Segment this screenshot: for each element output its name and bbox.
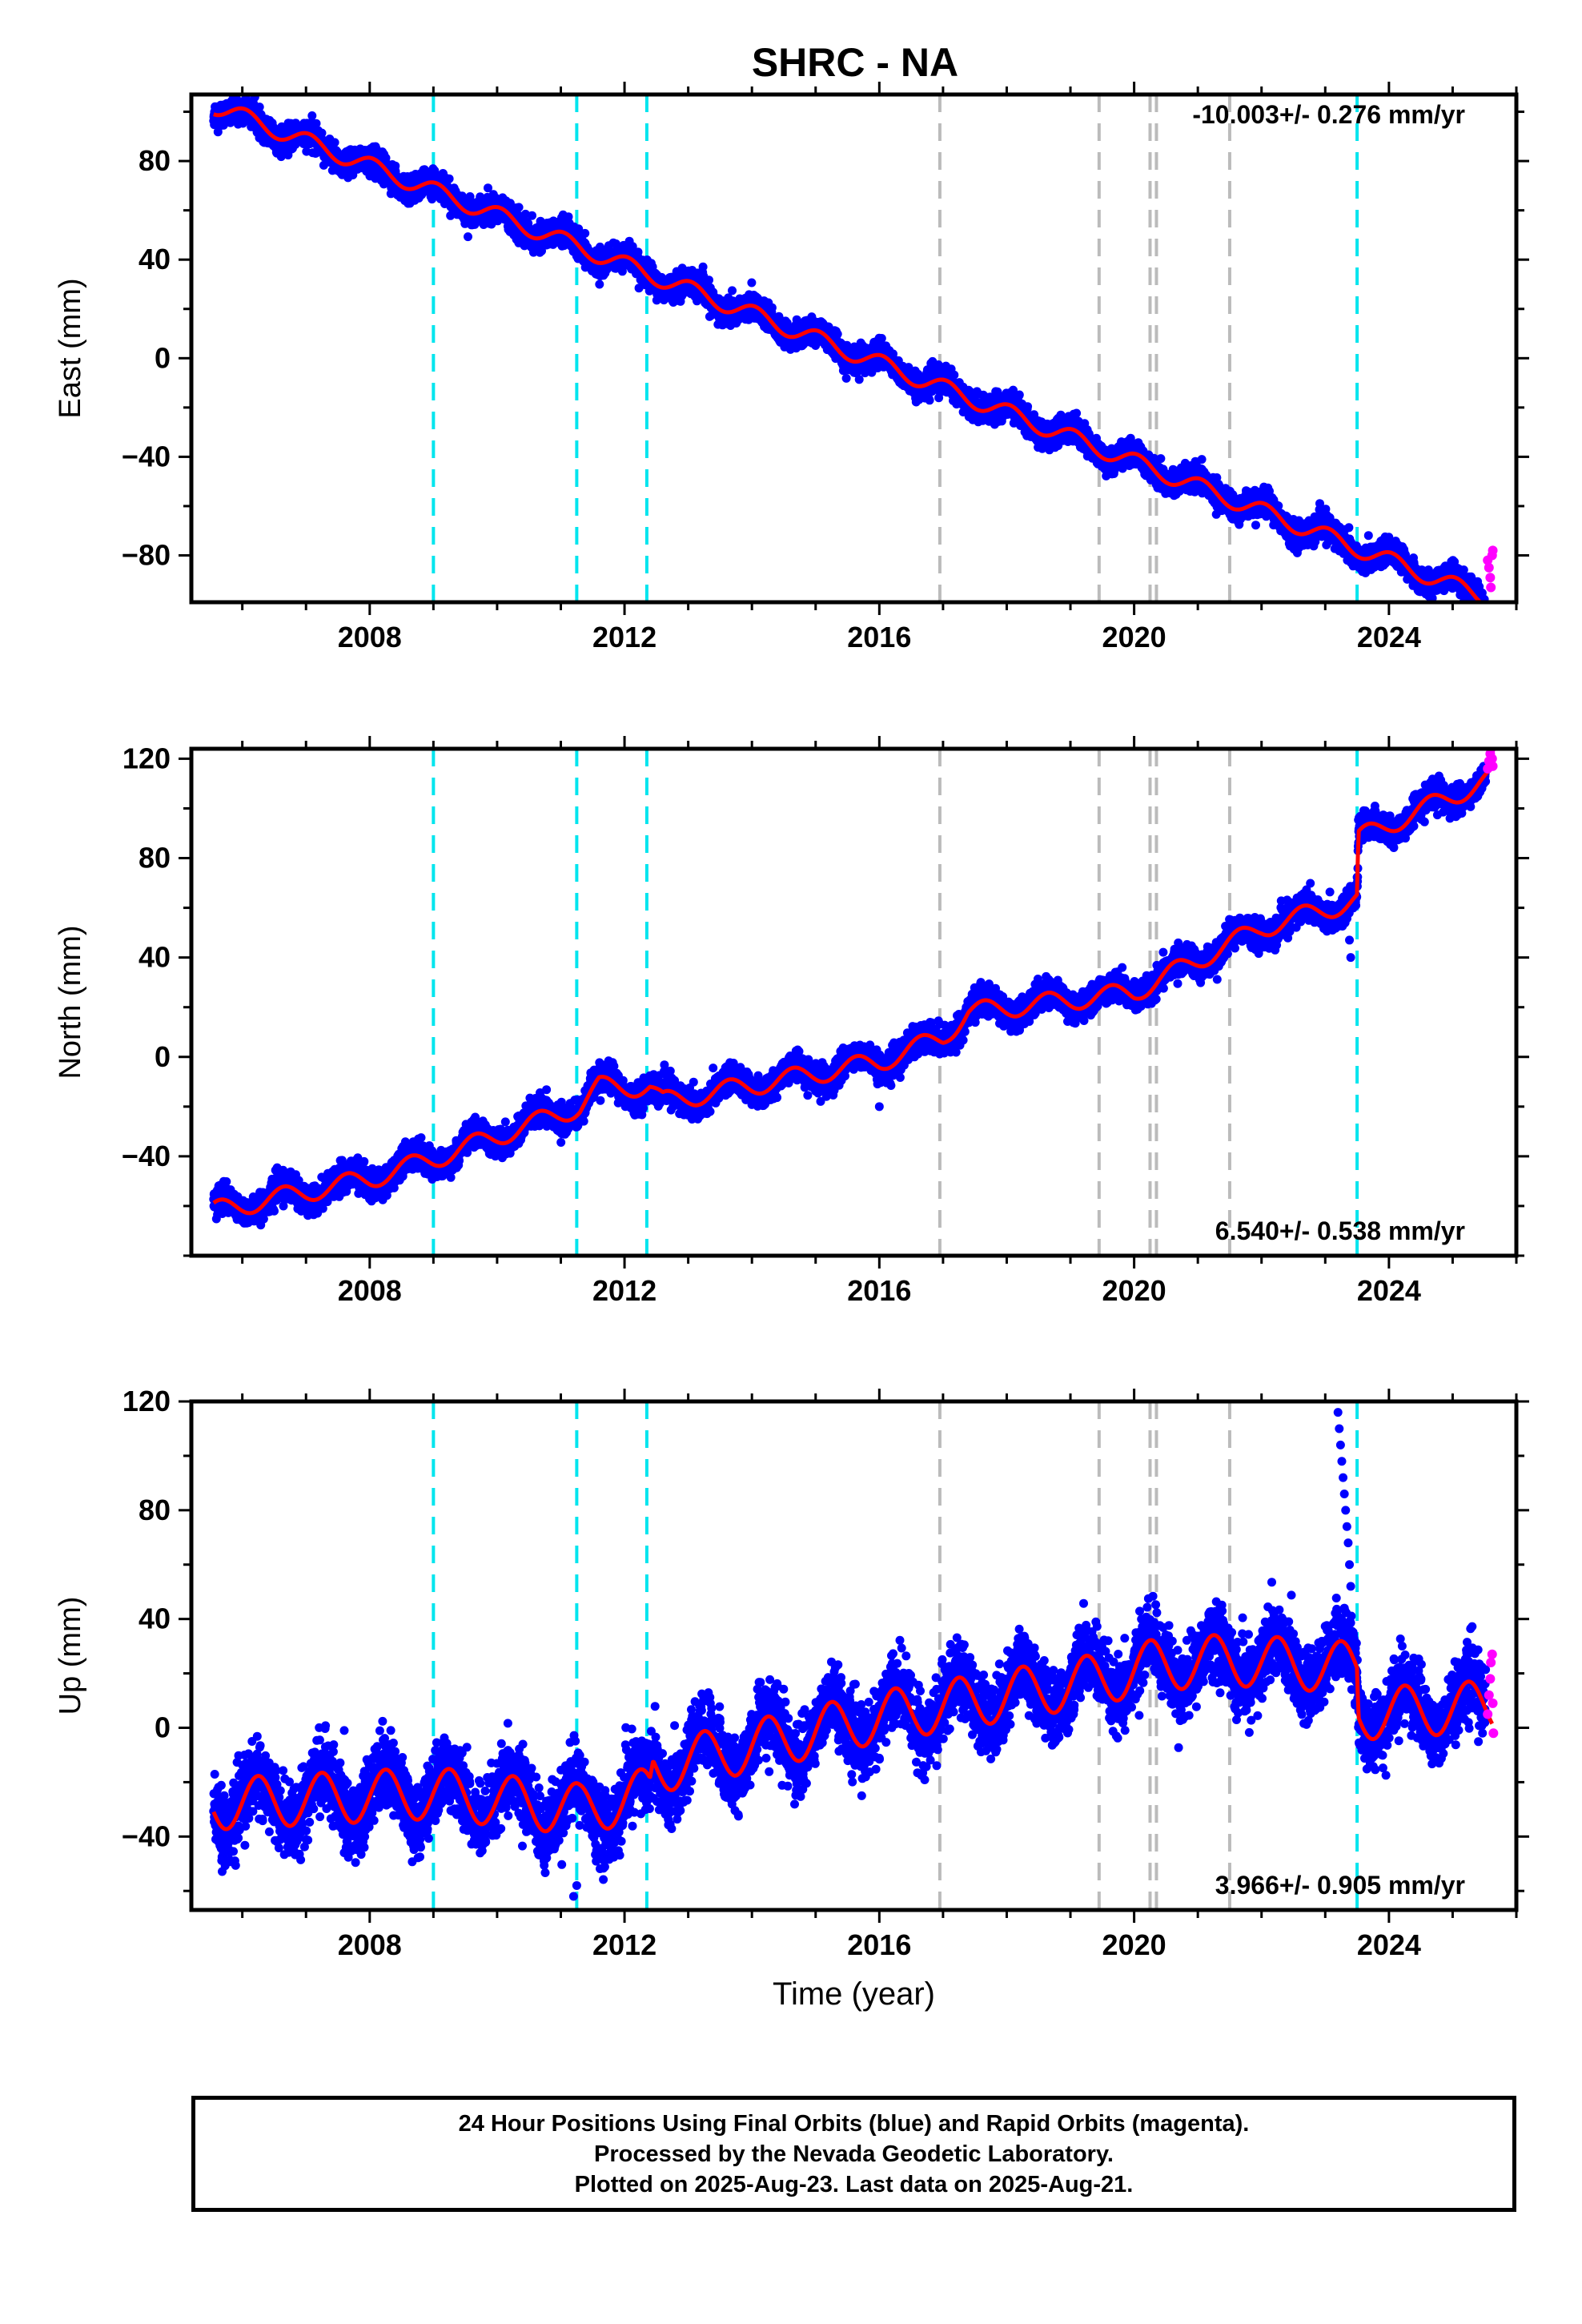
data-point bbox=[307, 111, 317, 120]
data-point bbox=[1014, 390, 1024, 400]
data-point bbox=[728, 286, 737, 296]
data-point bbox=[528, 211, 536, 220]
data-point bbox=[330, 138, 339, 147]
final-orbit-points bbox=[209, 94, 1489, 602]
data-point bbox=[595, 279, 604, 289]
data-point bbox=[580, 228, 590, 238]
data-point bbox=[877, 334, 886, 343]
data-point bbox=[311, 119, 321, 128]
data-point bbox=[317, 128, 327, 138]
data-point bbox=[747, 278, 757, 287]
time-series-chart: SHRC - NA 2008 2012 2016 2020 2024−80−400408… bbox=[54, 40, 1529, 2012]
data-point bbox=[1023, 402, 1033, 412]
data-point bbox=[633, 247, 643, 257]
data-point bbox=[767, 303, 777, 312]
data-point bbox=[484, 183, 492, 193]
data-point bbox=[276, 152, 286, 162]
data-point bbox=[950, 370, 959, 380]
data-point bbox=[446, 211, 456, 220]
data-point bbox=[698, 262, 708, 271]
plot-area bbox=[209, 94, 1498, 602]
data-point bbox=[925, 396, 934, 405]
data-point bbox=[514, 203, 524, 212]
data-point bbox=[854, 375, 864, 384]
data-point bbox=[464, 232, 472, 242]
data-point bbox=[705, 275, 713, 285]
chart-title: SHRC - NA bbox=[752, 40, 958, 85]
data-point bbox=[841, 373, 851, 383]
data-point bbox=[255, 103, 264, 112]
data-point bbox=[444, 174, 454, 183]
data-point bbox=[833, 329, 842, 339]
